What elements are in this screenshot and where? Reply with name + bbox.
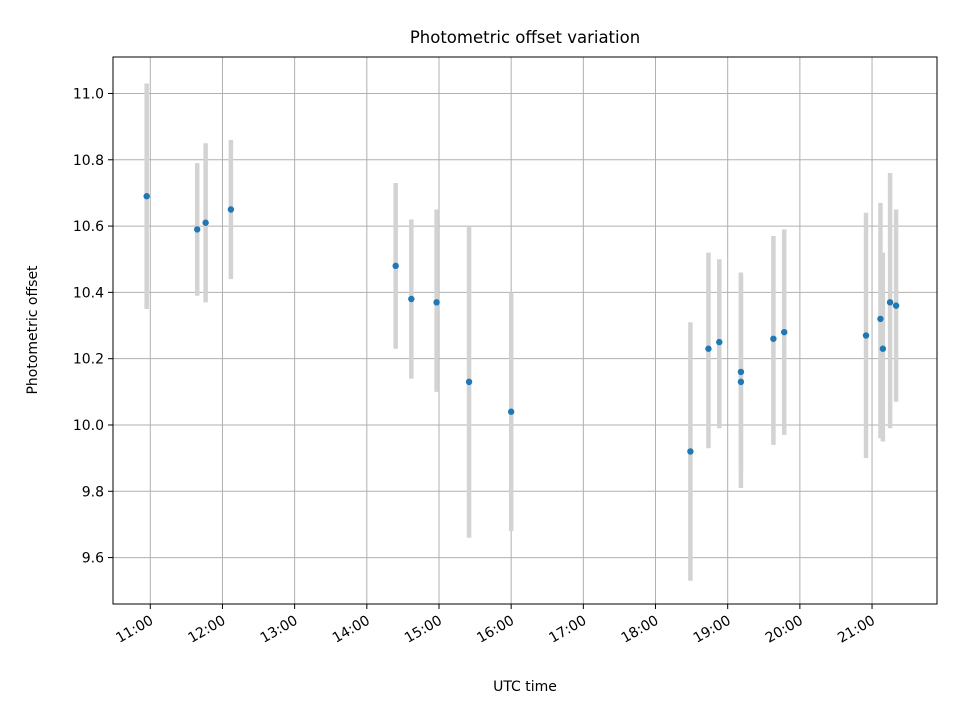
data-point	[862, 332, 870, 339]
x-tick-label: 12:00	[186, 613, 229, 647]
x-tick-label: 17:00	[546, 613, 589, 647]
x-tick-label: 21:00	[835, 613, 878, 647]
data-point	[194, 226, 201, 233]
data-point	[143, 193, 150, 200]
data-point	[877, 315, 884, 323]
data-point	[705, 345, 712, 352]
data-point	[886, 299, 894, 306]
data-point	[879, 345, 887, 352]
plot-frame	[112, 56, 938, 605]
x-tick-label: 11:00	[113, 613, 156, 647]
data-point	[227, 206, 235, 213]
data-point	[687, 448, 694, 455]
x-tick-label: 20:00	[763, 613, 806, 647]
data-point	[781, 328, 788, 336]
data-point	[392, 262, 399, 270]
x-tick-label: 15:00	[402, 613, 445, 647]
y-tick-label: 10.6	[73, 219, 104, 235]
grid	[113, 57, 937, 604]
x-axis-label: UTC time	[493, 679, 557, 695]
y-tick-label: 9.8	[82, 484, 104, 500]
data-point	[408, 295, 415, 303]
data-point	[892, 302, 900, 309]
x-tick-label: 14:00	[330, 613, 373, 647]
y-axis-label: Photometric offset	[25, 265, 41, 395]
data-points	[143, 193, 900, 455]
data-point	[465, 378, 473, 386]
y-tick-label: 10.2	[73, 352, 104, 368]
y-tick-label: 11.0	[73, 86, 104, 102]
y-tick-label: 10.4	[73, 285, 104, 301]
x-tick-label: 13:00	[258, 613, 301, 647]
x-axis-ticks: 11:00 12:00 13:00 14:00 15:00 16:00 17:00 18:00…	[113, 604, 878, 647]
data-point	[433, 299, 440, 306]
x-tick-label: 19:00	[691, 613, 734, 647]
data-point	[737, 368, 745, 376]
data-point	[770, 335, 777, 342]
chart-title: Photometric offset variation	[410, 28, 640, 47]
y-tick-label: 9.6	[82, 551, 104, 567]
x-tick-label: 16:00	[474, 613, 517, 647]
y-tick-label: 10.0	[73, 418, 104, 434]
y-axis-ticks: 9.6 9.8 10.0 10.2 10.4 10.6 10.8 11.0	[73, 86, 113, 567]
data-point	[737, 378, 745, 386]
data-point	[507, 408, 515, 415]
data-point	[716, 338, 723, 346]
x-tick-label: 18:00	[619, 613, 662, 647]
data-point	[202, 219, 209, 226]
y-tick-label: 10.8	[73, 153, 104, 169]
